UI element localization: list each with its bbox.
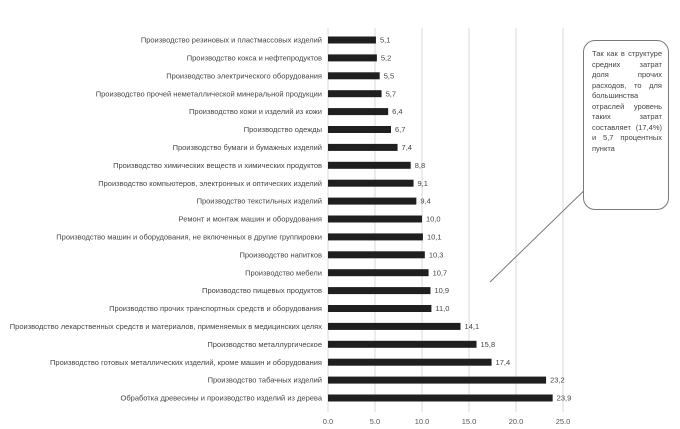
value-label: 10,9 xyxy=(434,286,449,295)
x-tick-label: 0,0 xyxy=(323,417,333,424)
category-label: Производство пищевых продуктов xyxy=(202,286,322,295)
category-label: Производство мебели xyxy=(245,268,322,277)
bar xyxy=(328,126,391,133)
bars xyxy=(328,36,553,402)
category-labels: Производство резиновых и пластмассовых и… xyxy=(10,36,323,403)
callout-text: Так как в структуре средних затрат доля … xyxy=(592,49,662,153)
value-label: 10,7 xyxy=(433,268,448,277)
bar xyxy=(328,305,432,312)
value-label: 23,9 xyxy=(557,394,572,403)
category-label: Производство готовых металлических издел… xyxy=(50,358,322,367)
bar xyxy=(328,36,376,44)
category-label: Ремонт и монтаж машин и оборудования xyxy=(179,215,322,224)
category-label: Производство компьютеров, электронных и … xyxy=(98,179,322,188)
bar xyxy=(328,376,547,384)
bar xyxy=(328,322,461,330)
bar xyxy=(328,340,477,348)
callout-pointer xyxy=(489,177,598,283)
x-axis-ticks: 0,0 5,0 10,0 15,0 20,0 25,0 xyxy=(323,417,571,426)
bar xyxy=(328,197,417,205)
x-tick-label: 20,0 xyxy=(509,417,524,424)
x-tick-label: 10,0 xyxy=(415,417,430,424)
bar xyxy=(328,251,425,259)
value-label: 9,4 xyxy=(420,197,430,206)
value-label: 10,3 xyxy=(429,250,444,259)
value-label: 5,7 xyxy=(386,89,396,98)
category-label: Производство химических веществ и химиче… xyxy=(113,161,322,170)
bar xyxy=(328,108,389,116)
bar xyxy=(328,143,398,151)
category-label: Производство напитков xyxy=(239,250,322,259)
value-label: 9,1 xyxy=(418,179,428,188)
value-label: 8,8 xyxy=(415,161,425,170)
value-label: 7,4 xyxy=(402,143,412,152)
value-label: 10,0 xyxy=(426,215,441,224)
category-label: Производство резиновых и пластмассовых и… xyxy=(141,36,322,45)
value-label: 14,1 xyxy=(465,322,480,331)
value-label: 10,1 xyxy=(427,233,442,242)
category-label: Производство кожи и изделий из кожи xyxy=(189,107,322,116)
value-label: 6,7 xyxy=(395,125,405,134)
bar xyxy=(328,358,492,366)
value-label: 5,5 xyxy=(384,71,394,80)
bar xyxy=(328,90,382,98)
category-label: Производство бумаги и бумажных изделий xyxy=(173,143,322,152)
value-label: 17,4 xyxy=(496,358,511,367)
category-label: Производство электрического оборудования xyxy=(166,71,322,80)
x-tick-label: 15,0 xyxy=(462,417,477,424)
category-label: Производство одежды xyxy=(244,125,322,134)
value-labels: 5,1 5,2 5,5 5,7 6,4 6,7 7,48,8 9,1 9,4 10,0 10,1 10… xyxy=(380,36,571,403)
category-label: Производство лекарственных средств и мат… xyxy=(10,322,322,331)
value-label: 5,2 xyxy=(381,54,391,63)
category-label: Производство прочих транспортных средств… xyxy=(109,304,322,313)
callout-note: Так как в структуре средних затрат доля … xyxy=(583,40,669,210)
bar xyxy=(328,215,422,223)
value-label: 6,4 xyxy=(392,107,402,116)
value-label: 11,0 xyxy=(435,304,449,313)
x-tick-label: 25,0 xyxy=(556,417,571,424)
bar xyxy=(328,179,414,187)
category-label: Производство машин и оборудования, не вк… xyxy=(56,233,322,242)
bar xyxy=(328,161,411,169)
category-label: Производство металлургическое xyxy=(207,340,322,349)
category-label: Производство табачных изделий xyxy=(208,376,322,385)
bar xyxy=(328,287,431,295)
bar xyxy=(328,233,423,241)
bar xyxy=(328,54,377,62)
x-tick-label: 5,0 xyxy=(370,417,380,424)
category-label: Производство текстильных изделий xyxy=(197,197,322,206)
category-label: Обработка древесины и производство издел… xyxy=(121,394,323,403)
value-label: 5,1 xyxy=(380,36,390,45)
bar xyxy=(328,394,553,402)
value-label: 23,2 xyxy=(550,376,565,385)
value-label: 15,8 xyxy=(481,340,496,349)
bar xyxy=(328,72,380,80)
category-label: Производство прочей неметаллической мине… xyxy=(96,89,322,98)
category-label: Производство кокса и нефтепродуктов xyxy=(187,54,322,63)
bar xyxy=(328,269,429,277)
